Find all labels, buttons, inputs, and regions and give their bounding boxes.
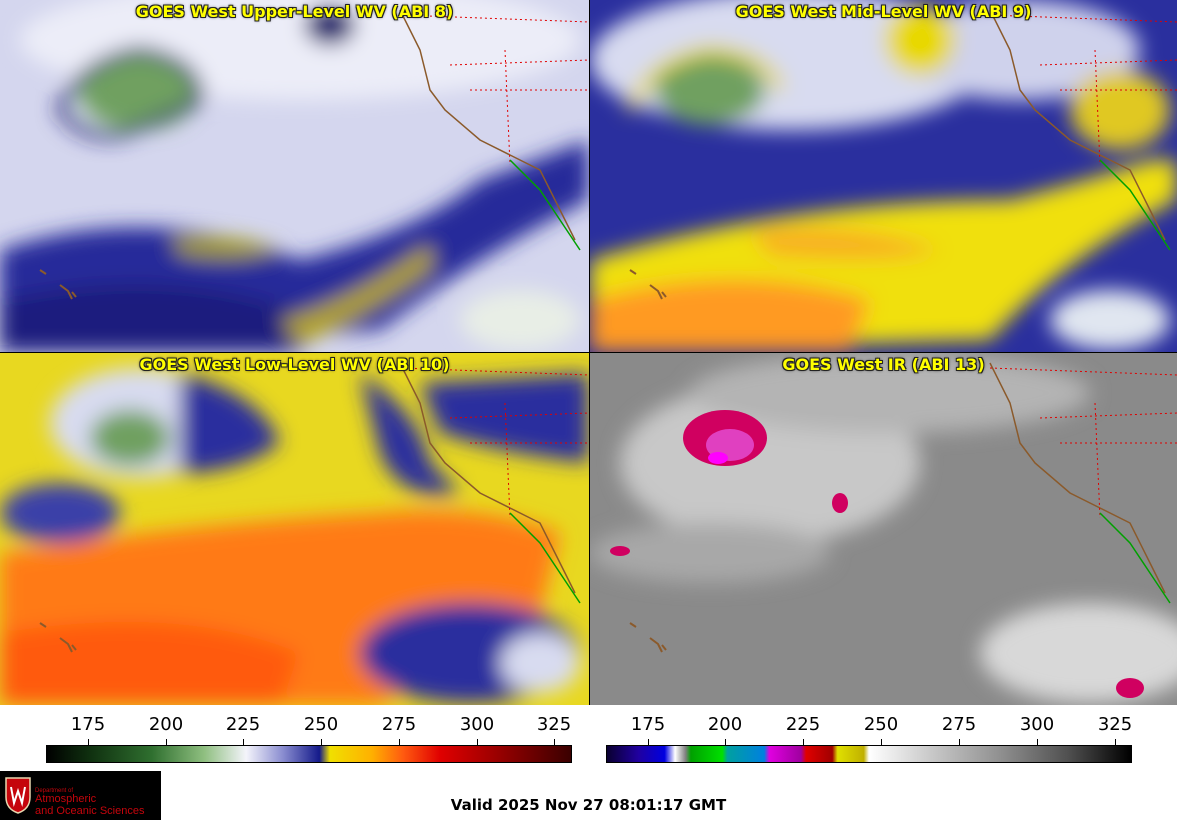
crest-icon — [5, 777, 31, 814]
ir-scale-tick-label: 250 — [863, 714, 899, 735]
ir-color-scale: 175 200 225 250 275 300 325 — [590, 706, 1177, 768]
panel-divider-horizontal — [0, 352, 1177, 353]
panel-title: GOES West Mid-Level WV (ABI 9) — [735, 2, 1032, 21]
ir-scale-tick-label: 275 — [941, 714, 977, 735]
wv-scale-tick-label: 325 — [536, 714, 572, 735]
low-level-wv-panel: GOES West Low-Level WV (ABI 10) — [0, 353, 589, 705]
valid-time: Valid 2025 Nov 27 08:01:17 GMT — [450, 796, 727, 814]
upper-level-wv-panel: GOES West Upper-Level WV (ABI 8) — [0, 0, 589, 352]
panel-divider-vertical — [589, 0, 590, 705]
panel-title: GOES West IR (ABI 13) — [782, 355, 985, 374]
wv-scale-tick-label: 275 — [381, 714, 417, 735]
logo-name-line1: Atmospheric — [35, 793, 97, 805]
panel-title: GOES West Low-Level WV (ABI 10) — [139, 355, 450, 374]
aos-logo: Department of Atmospheric and Oceanic Sc… — [0, 771, 161, 820]
upper-level-wv-image — [0, 0, 589, 352]
ir-scale-tick-label: 175 — [630, 714, 666, 735]
wv-scale-tick-label: 175 — [70, 714, 106, 735]
mid-level-wv-image — [590, 0, 1177, 352]
ir-panel: GOES West IR (ABI 13) — [590, 353, 1177, 705]
wv-color-scale: 175 200 225 250 275 300 325 — [0, 706, 589, 768]
logo-department-text: Department of — [35, 788, 74, 794]
panel-title: GOES West Upper-Level WV (ABI 8) — [135, 2, 454, 21]
logo-name-text: Atmospheric and Oceanic Sciences — [35, 793, 144, 817]
ir-image — [590, 353, 1177, 705]
ir-scale-tick-label: 225 — [785, 714, 821, 735]
mid-level-wv-panel: GOES West Mid-Level WV (ABI 9) — [590, 0, 1177, 352]
wv-scale-tick-label: 225 — [225, 714, 261, 735]
wv-color-bar — [46, 745, 572, 763]
low-level-wv-image — [0, 353, 589, 705]
wv-scale-tick-label: 250 — [303, 714, 339, 735]
ir-scale-tick-label: 200 — [707, 714, 743, 735]
wv-scale-tick-label: 200 — [148, 714, 184, 735]
wv-scale-tick-label: 300 — [459, 714, 495, 735]
ir-scale-tick-label: 300 — [1019, 714, 1055, 735]
ir-scale-tick-label: 325 — [1097, 714, 1133, 735]
logo-name-line2: and Oceanic Sciences — [35, 805, 145, 817]
ir-color-bar — [606, 745, 1132, 763]
